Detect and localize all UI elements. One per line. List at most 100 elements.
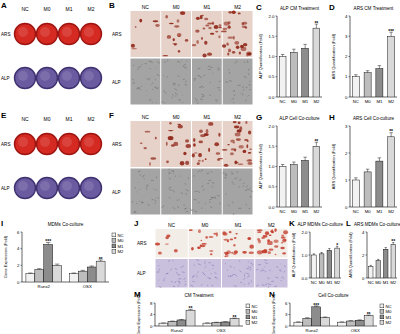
nodule bbox=[235, 133, 241, 137]
texture bbox=[281, 280, 282, 281]
nodule bbox=[155, 24, 159, 27]
bar bbox=[355, 320, 364, 326]
texture bbox=[233, 274, 236, 275]
texture bbox=[168, 187, 171, 189]
texture bbox=[247, 60, 248, 61]
texture bbox=[232, 181, 234, 182]
significance: ** bbox=[189, 305, 193, 311]
well-shine bbox=[18, 27, 28, 37]
nodule bbox=[168, 130, 173, 131]
y-tick-label: 1.0 bbox=[269, 54, 276, 59]
error-bar bbox=[377, 259, 379, 260]
x-tick-label: NC bbox=[353, 209, 359, 214]
texture bbox=[229, 72, 231, 74]
nodule bbox=[207, 22, 213, 24]
texture bbox=[225, 193, 226, 194]
nodule bbox=[198, 229, 201, 233]
column-label: NC bbox=[168, 222, 176, 228]
chart-panel: HARS Cell Co-cultureARS Quantification (… bbox=[329, 113, 397, 214]
y-axis bbox=[22, 232, 23, 282]
nodule bbox=[196, 40, 199, 44]
nodule bbox=[207, 53, 212, 56]
y-tick bbox=[366, 255, 368, 256]
texture bbox=[192, 276, 193, 277]
bars bbox=[26, 242, 105, 282]
error-bar bbox=[303, 44, 306, 48]
texture bbox=[171, 97, 173, 98]
bar bbox=[302, 160, 309, 207]
texture bbox=[208, 262, 210, 263]
nodule bbox=[135, 26, 137, 28]
nodule bbox=[203, 28, 206, 30]
bar bbox=[313, 28, 320, 97]
bar bbox=[203, 323, 212, 326]
nodule bbox=[232, 51, 235, 54]
texture bbox=[243, 183, 244, 184]
nodule bbox=[222, 149, 228, 151]
y-tick-label: 1.5 bbox=[269, 34, 276, 39]
nodule bbox=[261, 237, 265, 239]
texture bbox=[136, 88, 139, 90]
texture bbox=[139, 188, 141, 190]
texture bbox=[203, 189, 204, 191]
bars bbox=[159, 309, 239, 326]
texture bbox=[250, 263, 252, 264]
texture bbox=[204, 274, 206, 275]
bar bbox=[388, 36, 395, 97]
y-tick-label: 0.0 bbox=[269, 205, 276, 210]
texture bbox=[173, 84, 176, 85]
error-bar bbox=[354, 75, 358, 77]
texture bbox=[225, 263, 226, 264]
nodule bbox=[247, 237, 251, 240]
nodule bbox=[155, 242, 160, 245]
texture bbox=[152, 89, 153, 91]
texture bbox=[201, 96, 204, 97]
texture bbox=[283, 278, 285, 279]
texture bbox=[217, 195, 220, 197]
row-label: ARS bbox=[137, 241, 146, 246]
texture bbox=[248, 266, 249, 268]
texture bbox=[215, 277, 216, 278]
texture bbox=[247, 62, 248, 63]
column-label: M0 bbox=[173, 4, 180, 10]
legend-swatch bbox=[380, 321, 384, 325]
nodule bbox=[228, 25, 230, 29]
texture bbox=[206, 172, 209, 174]
texture bbox=[225, 174, 227, 176]
legend-swatch bbox=[380, 315, 384, 319]
well bbox=[81, 178, 102, 199]
texture bbox=[164, 61, 166, 63]
well bbox=[15, 178, 36, 199]
significance: ** bbox=[233, 314, 237, 320]
nodule bbox=[198, 140, 203, 143]
nodule bbox=[246, 53, 249, 57]
micrograph bbox=[255, 229, 287, 258]
texture bbox=[217, 87, 220, 88]
micrograph bbox=[161, 59, 191, 105]
y-tick bbox=[276, 186, 278, 187]
nodule bbox=[238, 121, 241, 124]
nodule bbox=[269, 234, 272, 236]
column-label: NC bbox=[142, 4, 150, 10]
nodule bbox=[229, 231, 232, 233]
nodule bbox=[232, 11, 236, 15]
bar bbox=[391, 245, 396, 278]
texture bbox=[244, 276, 245, 278]
texture bbox=[134, 211, 136, 213]
error-bar bbox=[55, 264, 59, 265]
legend-swatch bbox=[380, 304, 384, 308]
texture bbox=[151, 84, 153, 86]
well-shine bbox=[62, 181, 72, 191]
nodule bbox=[150, 157, 156, 159]
texture bbox=[209, 269, 210, 270]
texture bbox=[175, 281, 176, 283]
texture bbox=[133, 65, 134, 66]
nodule bbox=[248, 159, 252, 160]
texture bbox=[137, 182, 138, 183]
column-label: M1 bbox=[66, 116, 73, 122]
y-tick bbox=[309, 232, 311, 233]
nodule bbox=[228, 21, 231, 24]
micrograph bbox=[156, 259, 188, 288]
texture bbox=[185, 281, 186, 283]
error-cap bbox=[354, 177, 358, 178]
